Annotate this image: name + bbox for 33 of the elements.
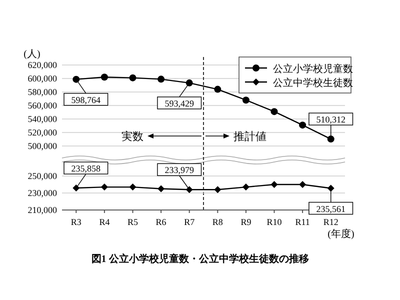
data-label: 510,312 xyxy=(316,114,346,125)
legend-label: 公立中学校生徒数 xyxy=(273,77,353,89)
y-tick-label: 230,000 xyxy=(28,188,58,198)
y-axis-title: (人) xyxy=(24,49,40,60)
data-label: 598,764 xyxy=(71,94,102,105)
y-tick-label: 560,000 xyxy=(28,100,58,110)
y-tick-label: 500,000 xyxy=(28,141,58,151)
x-tick-label: R5 xyxy=(127,217,138,227)
data-label: 233,979 xyxy=(164,165,194,176)
data-label: 593,429 xyxy=(164,98,194,108)
x-axis-title: (年度) xyxy=(328,228,354,240)
data-label: 235,858 xyxy=(71,164,102,174)
y-tick-label: 540,000 xyxy=(28,114,58,124)
x-tick-label: R4 xyxy=(99,217,110,227)
y-tick-label: 620,000 xyxy=(28,60,58,70)
legend-label: 公立小学校児童数 xyxy=(273,63,353,75)
x-tick-label: R12 xyxy=(323,217,338,227)
data-label: 235,561 xyxy=(316,204,346,214)
x-tick-label: R9 xyxy=(240,217,252,227)
y-tick-label: 250,000 xyxy=(28,171,58,181)
annotation: 推計値 xyxy=(234,130,266,143)
x-tick-label: R7 xyxy=(184,217,196,227)
y-tick-label: 210,000 xyxy=(28,205,58,215)
x-tick-label: R11 xyxy=(295,217,310,227)
y-tick-label: 600,000 xyxy=(28,74,58,84)
x-tick-label: R3 xyxy=(70,217,82,227)
x-tick-label: R10 xyxy=(266,217,282,227)
x-tick-label: R6 xyxy=(156,217,167,227)
x-tick-label: R8 xyxy=(212,217,224,227)
annotation: 実数 xyxy=(122,130,144,143)
y-tick-label: 520,000 xyxy=(28,128,58,138)
y-tick-label: 580,000 xyxy=(28,87,58,97)
text: 図1 公立小学校児童数・公立中学校生徒数の推移 xyxy=(91,253,309,265)
